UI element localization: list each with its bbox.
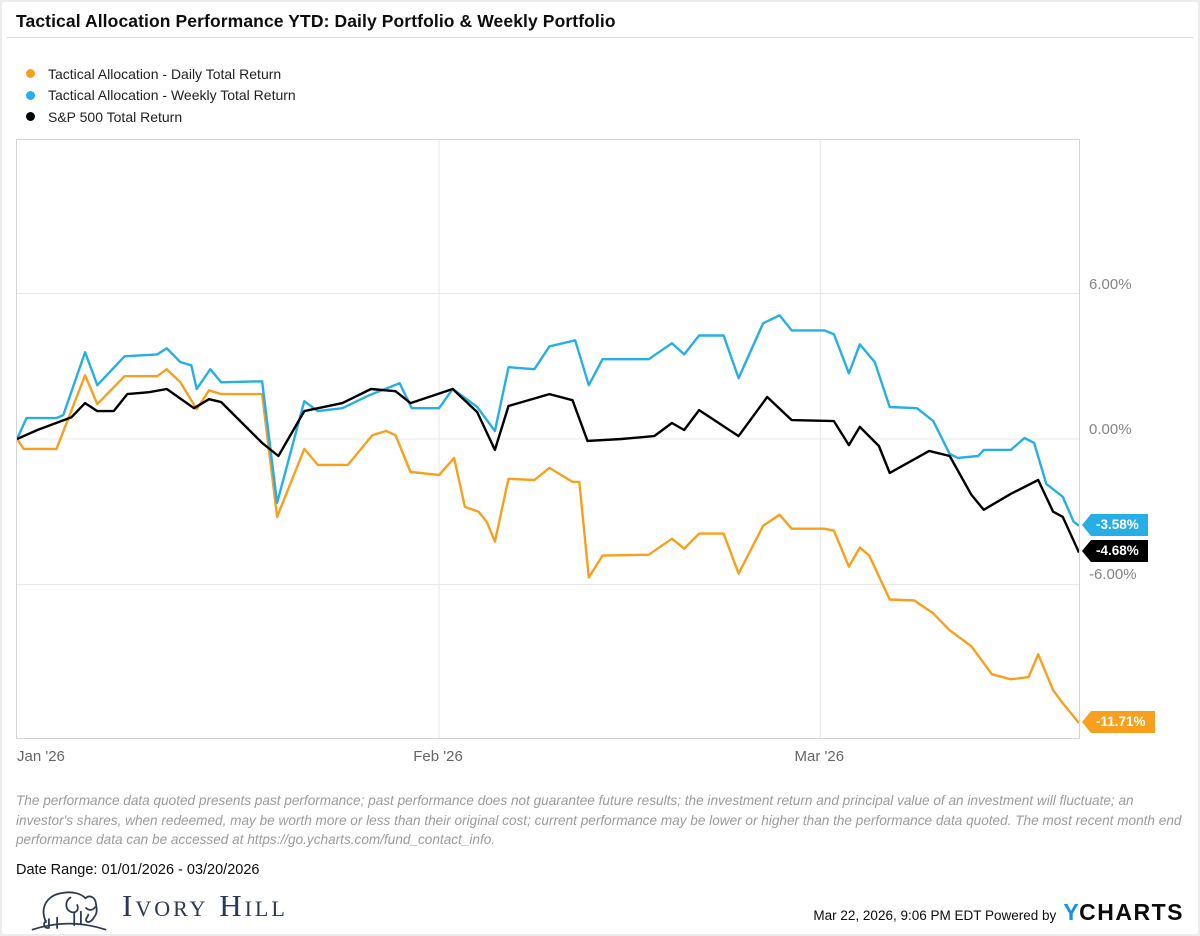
- tag-arrow-icon: [1082, 513, 1091, 536]
- legend-label: Tactical Allocation - Daily Total Return: [48, 65, 282, 82]
- timestamp: Mar 22, 2026, 9:06 PM EDT Powered by: [813, 908, 1057, 923]
- ycharts-logo: YCHARTS: [1063, 899, 1184, 925]
- end-value-tag-weekly: -3.58%: [1082, 513, 1148, 536]
- end-value-label: -4.68%: [1096, 543, 1139, 559]
- ivory-hill-logo: Ivory Hill: [28, 876, 288, 934]
- date-range-text: Date Range: 01/01/2026 - 03/20/2026: [16, 862, 260, 878]
- legend-label: Tactical Allocation - Weekly Total Retur…: [48, 87, 296, 104]
- performance-chart: [17, 140, 1079, 738]
- performance-chart-plot-area: [16, 139, 1080, 739]
- performance-disclaimer: The performance data quoted presents pas…: [16, 793, 1182, 848]
- title-divider: [7, 37, 1193, 38]
- y-axis-tick-0: 0.00%: [1089, 421, 1132, 438]
- sp500-series-dot-icon: [26, 112, 35, 122]
- end-value-label: -3.58%: [1096, 516, 1139, 532]
- tag-arrow-icon: [1082, 710, 1091, 733]
- y-axis-tick-neg6: -6.00%: [1089, 566, 1137, 584]
- daily-series-dot-icon: [26, 69, 35, 79]
- end-value-tag-daily: -11.71%: [1082, 710, 1155, 733]
- end-value-tag-sp500: -4.68%: [1082, 540, 1148, 563]
- x-axis-label-feb: Feb '26: [413, 748, 463, 765]
- y-axis-tick-6: 6.00%: [1089, 275, 1132, 293]
- legend-item-daily: Tactical Allocation - Daily Total Return: [26, 63, 296, 85]
- ivory-hill-wordmark: Ivory Hill: [122, 888, 288, 923]
- legend-item-sp500: S&P 500 Total Return: [26, 106, 296, 128]
- chart-legend: Tactical Allocation - Daily Total Return…: [26, 63, 296, 128]
- legend-item-weekly: Tactical Allocation - Weekly Total Retur…: [26, 85, 296, 107]
- end-value-label: -11.71%: [1096, 713, 1146, 729]
- ycharts-y-icon: Y: [1063, 899, 1081, 925]
- elephant-icon: [31, 891, 107, 931]
- page-title: Tactical Allocation Performance YTD: Dai…: [16, 11, 616, 31]
- chart-stamp: Mar 22, 2026, 9:06 PM EDT Powered by YCH…: [813, 899, 1184, 926]
- legend-label: S&P 500 Total Return: [48, 108, 183, 125]
- weekly-series-dot-icon: [26, 90, 35, 100]
- x-axis-label-jan: Jan '26: [17, 748, 65, 765]
- tag-arrow-icon: [1082, 540, 1091, 563]
- x-axis-label-mar: Mar '26: [794, 748, 845, 765]
